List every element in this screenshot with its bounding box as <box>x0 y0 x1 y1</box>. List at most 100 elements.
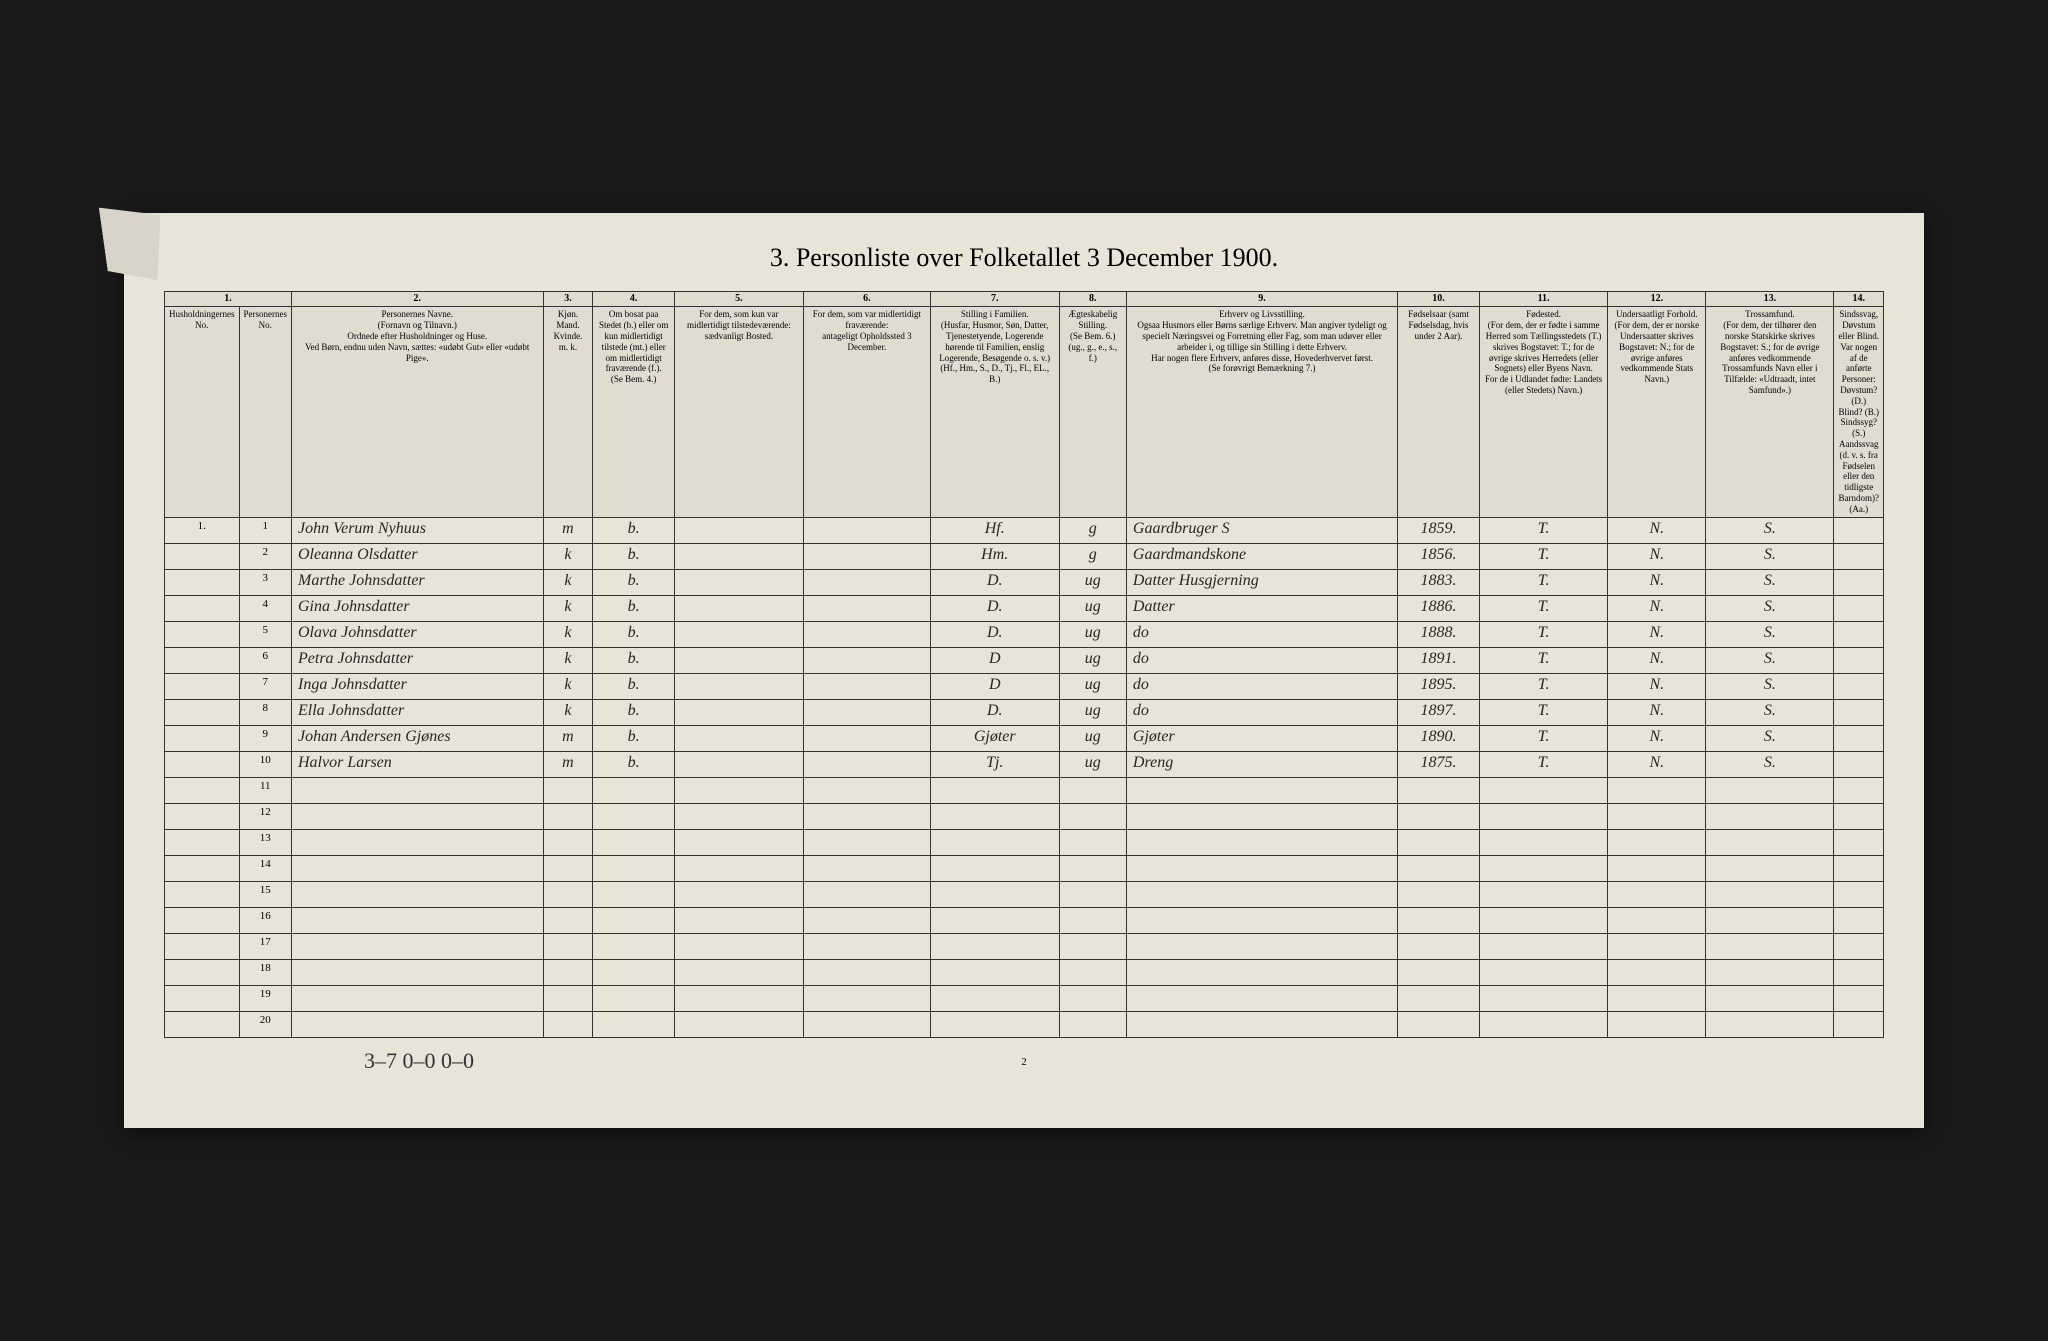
cell-empty <box>1398 985 1480 1011</box>
cell-empty <box>1706 933 1834 959</box>
cell-occupation: do <box>1126 673 1397 699</box>
cell-empty <box>543 777 593 803</box>
cell-name: Gina Johnsdatter <box>292 595 544 621</box>
cell-empty <box>1706 1011 1834 1037</box>
table-row: 2Oleanna Olsdatterkb.Hm.gGaardmandskone1… <box>165 543 1884 569</box>
cell-empty <box>543 881 593 907</box>
cell-empty <box>1834 959 1884 985</box>
cell-empty <box>1608 933 1706 959</box>
cell-birthyear: 1859. <box>1398 517 1480 543</box>
colnum: 11. <box>1479 292 1607 307</box>
cell-name: Oleanna Olsdatter <box>292 543 544 569</box>
cell-empty <box>1706 803 1834 829</box>
cell-hh <box>165 647 240 673</box>
cell-empty <box>1059 829 1126 855</box>
cell-empty <box>1608 985 1706 1011</box>
column-header: Fødselsaar (samt Fødselsdag, hvis under … <box>1398 307 1480 517</box>
table-header: 1.2.3.4.5.6.7.8.9.10.11.12.13.14. Hushol… <box>165 292 1884 517</box>
cell-empty <box>1834 803 1884 829</box>
cell-faith: S. <box>1706 621 1834 647</box>
cell-col6 <box>675 699 804 725</box>
cell-empty <box>803 829 930 855</box>
cell-col14 <box>1834 699 1884 725</box>
cell-empty <box>1126 829 1397 855</box>
cell-col14 <box>1834 725 1884 751</box>
cell-birthyear: 1888. <box>1398 621 1480 647</box>
cell-empty <box>1479 881 1607 907</box>
cell-empty <box>1059 959 1126 985</box>
table-row: 3Marthe Johnsdatterkb.D.ugDatter Husgjer… <box>165 569 1884 595</box>
cell-occupation: do <box>1126 621 1397 647</box>
cell-faith: S. <box>1706 725 1834 751</box>
cell-col7 <box>803 569 930 595</box>
cell-empty <box>292 803 544 829</box>
cell-hh <box>165 751 240 777</box>
cell-empty <box>1706 907 1834 933</box>
cell-empty <box>165 907 240 933</box>
cell-res: b. <box>593 725 675 751</box>
cell-empty <box>1834 855 1884 881</box>
cell-empty <box>1059 855 1126 881</box>
cell-res: b. <box>593 673 675 699</box>
cell-empty <box>1398 1011 1480 1037</box>
cell-empty <box>165 1011 240 1037</box>
cell-empty <box>1126 959 1397 985</box>
colnum: 12. <box>1608 292 1706 307</box>
cell-nationality: N. <box>1608 725 1706 751</box>
cell-pn: 2 <box>239 543 292 569</box>
cell-col6 <box>675 673 804 699</box>
cell-empty <box>543 1011 593 1037</box>
cell-empty <box>1706 881 1834 907</box>
cell-empty <box>930 1011 1059 1037</box>
colnum: 3. <box>543 292 593 307</box>
cell-name: Johan Andersen Gjønes <box>292 725 544 751</box>
cell-faith: S. <box>1706 595 1834 621</box>
cell-res: b. <box>593 647 675 673</box>
cell-empty <box>1059 881 1126 907</box>
cell-hh <box>165 725 240 751</box>
cell-empty <box>930 803 1059 829</box>
cell-empty <box>593 959 675 985</box>
cell-res: b. <box>593 751 675 777</box>
column-header-row: Husholdningernes No.Personernes No.Perso… <box>165 307 1884 517</box>
cell-empty <box>1059 803 1126 829</box>
cell-empty <box>803 907 930 933</box>
cell-marital: ug <box>1059 673 1126 699</box>
cell-name: Inga Johnsdatter <box>292 673 544 699</box>
column-header: Undersaatligt Forhold. (For dem, der er … <box>1608 307 1706 517</box>
cell-sex: k <box>543 673 593 699</box>
cell-empty <box>593 1011 675 1037</box>
cell-empty <box>1706 985 1834 1011</box>
cell-famrel: D <box>930 647 1059 673</box>
cell-hh <box>165 569 240 595</box>
cell-occupation: do <box>1126 647 1397 673</box>
cell-empty <box>675 777 804 803</box>
cell-sex: m <box>543 517 593 543</box>
cell-nationality: N. <box>1608 647 1706 673</box>
cell-birthplace: T. <box>1479 725 1607 751</box>
cell-empty <box>930 777 1059 803</box>
cell-faith: S. <box>1706 543 1834 569</box>
cell-birthyear: 1856. <box>1398 543 1480 569</box>
cell-occupation: Dreng <box>1126 751 1397 777</box>
cell-col7 <box>803 647 930 673</box>
cell-col14 <box>1834 569 1884 595</box>
cell-birthyear: 1883. <box>1398 569 1480 595</box>
cell-pn: 6 <box>239 647 292 673</box>
column-header: Om bosat paa Stedet (b.) eller om kun mi… <box>593 307 675 517</box>
cell-empty <box>675 985 804 1011</box>
colnum: 10. <box>1398 292 1480 307</box>
column-header: Trossamfund. (For dem, der tilhører den … <box>1706 307 1834 517</box>
cell-birthyear: 1895. <box>1398 673 1480 699</box>
cell-empty <box>292 777 544 803</box>
cell-famrel: D. <box>930 621 1059 647</box>
cell-empty <box>165 855 240 881</box>
cell-col14 <box>1834 621 1884 647</box>
cell-empty <box>1706 959 1834 985</box>
table-row-empty: 18 <box>165 959 1884 985</box>
cell-pn: 4 <box>239 595 292 621</box>
column-header: Stilling i Familien. (Husfar, Husmor, Sø… <box>930 307 1059 517</box>
cell-empty <box>292 985 544 1011</box>
cell-nationality: N. <box>1608 751 1706 777</box>
cell-faith: S. <box>1706 569 1834 595</box>
